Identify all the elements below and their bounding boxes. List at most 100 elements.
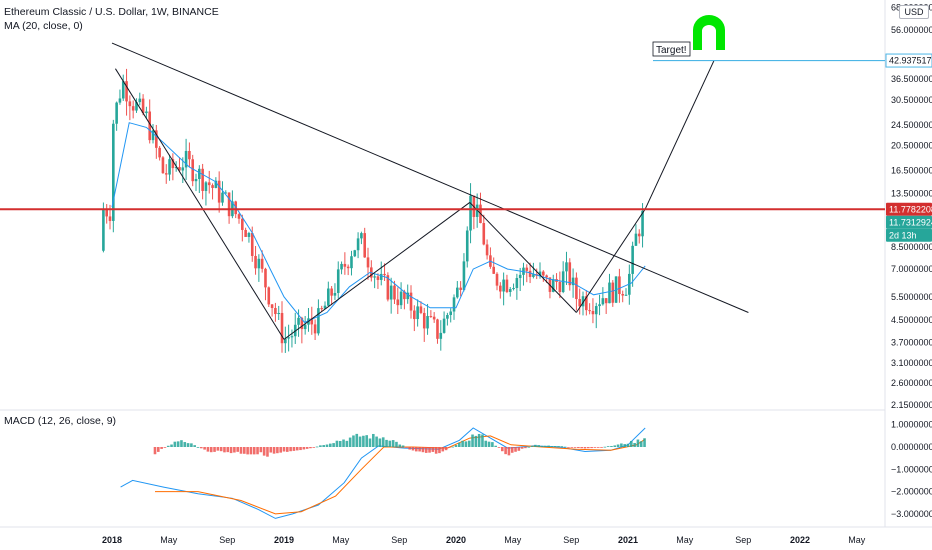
candle-body [406,292,410,300]
macd-histogram-bar [223,447,226,453]
candle-body [207,182,211,186]
macd-histogram-bar [577,447,580,449]
macd-histogram-bar [530,445,534,447]
ma-line[interactable] [111,122,646,324]
macd-histogram-bar [295,447,299,451]
macd-histogram-bar [309,447,312,449]
macd-histogram-bar [481,434,484,447]
macd-histogram-bar [464,441,468,447]
macd-histogram-bar [388,440,392,447]
macd-histogram-bar [362,435,365,447]
trend-line[interactable] [111,42,749,313]
candle-body [393,285,396,300]
candle-body [171,159,175,169]
macd-histogram-bar [434,447,438,454]
macd-histogram-bar [491,442,494,447]
macd-histogram-bar [276,447,279,454]
macd-histogram-bar [289,447,292,452]
candle-body [313,324,317,334]
candle-body [525,267,529,271]
candle-body [108,216,112,221]
macd-histogram-bar [630,440,633,447]
time-tick-label: 2019 [274,535,294,545]
candle-body [241,218,244,230]
macd-histogram-bar [302,447,306,450]
macd-histogram-bar [239,447,243,454]
candle-body [565,262,568,272]
macd-histogram-bar [570,447,574,448]
macd-histogram-bar [196,447,200,448]
trend-line[interactable] [469,202,577,313]
macd-histogram-bar [160,447,163,449]
candle-body [634,233,638,246]
candle-body [363,233,367,258]
candle-body [429,316,433,318]
macd-histogram-bar [510,447,514,453]
trend-line[interactable] [644,60,715,210]
macd-histogram-bar [501,447,504,452]
macd-histogram-bar [157,447,160,452]
macd-histogram-bar [266,447,269,457]
candle-body [310,318,314,325]
macd-histogram-bar [424,447,428,453]
macd-histogram-bar [626,443,630,447]
macd-histogram-bar [401,445,405,447]
macd-histogram-bar [203,447,206,450]
candle-body [426,316,429,329]
candle-body [505,279,509,292]
currency-badge[interactable]: USD [899,5,929,19]
price-tick-label: 24.5000000 [891,120,932,130]
time-tick-label: Sep [563,535,579,545]
macd-histogram-bar [524,447,527,449]
green-curved-arrow-icon [693,15,725,50]
macd-histogram-bar [163,447,167,448]
macd-histogram-bar [355,433,359,447]
countdown-badge-bg [886,228,932,242]
price-tick-label: 56.0000000 [891,25,932,35]
macd-tick-label: 0.0000000 [891,442,932,452]
candle-body [432,316,436,320]
time-tick-label: May [504,535,522,545]
macd-histogram-bar [418,447,421,452]
trend-line[interactable] [575,208,646,313]
macd-histogram-bar [405,447,408,448]
macd-histogram-bar [200,447,203,449]
candle-body [217,180,221,203]
candle-body [383,273,386,276]
time-tick-label: May [848,535,866,545]
candle-body [151,130,155,141]
macd-histogram-bar [534,444,537,447]
macd-histogram-bar [262,447,266,456]
macd-histogram-bar [329,443,332,447]
trend-line[interactable] [115,68,285,340]
time-tick-label: Sep [219,535,235,545]
candle-body [257,258,261,269]
macd-histogram-bar [206,447,210,452]
macd-histogram-bar [461,440,464,447]
candle-body [459,287,462,290]
macd-histogram-bar [381,437,385,447]
target-annotation-box[interactable] [652,41,691,57]
candle-body [178,167,181,171]
target-annotation-label: Target! [656,45,687,56]
candle-body [641,210,644,237]
candle-body [439,332,443,339]
macd-histogram-bar [173,441,177,447]
macd-histogram-bar [322,445,325,447]
time-tick-label: May [160,535,178,545]
candle-body [568,262,572,286]
candle-body [174,167,178,169]
candle-body [260,258,264,269]
candle-body [300,317,304,330]
candle-body [591,310,595,315]
candle-body [515,278,519,288]
ma-legend[interactable]: MA (20, close, 0) [4,20,83,32]
candle-body [227,192,231,217]
candle-body [214,180,218,188]
macd-legend[interactable]: MACD (12, 26, close, 9) [4,415,117,427]
candle-body [379,273,383,280]
candle-body [538,271,542,276]
macd-histogram-bar [170,444,173,447]
trend-line[interactable] [283,202,471,340]
